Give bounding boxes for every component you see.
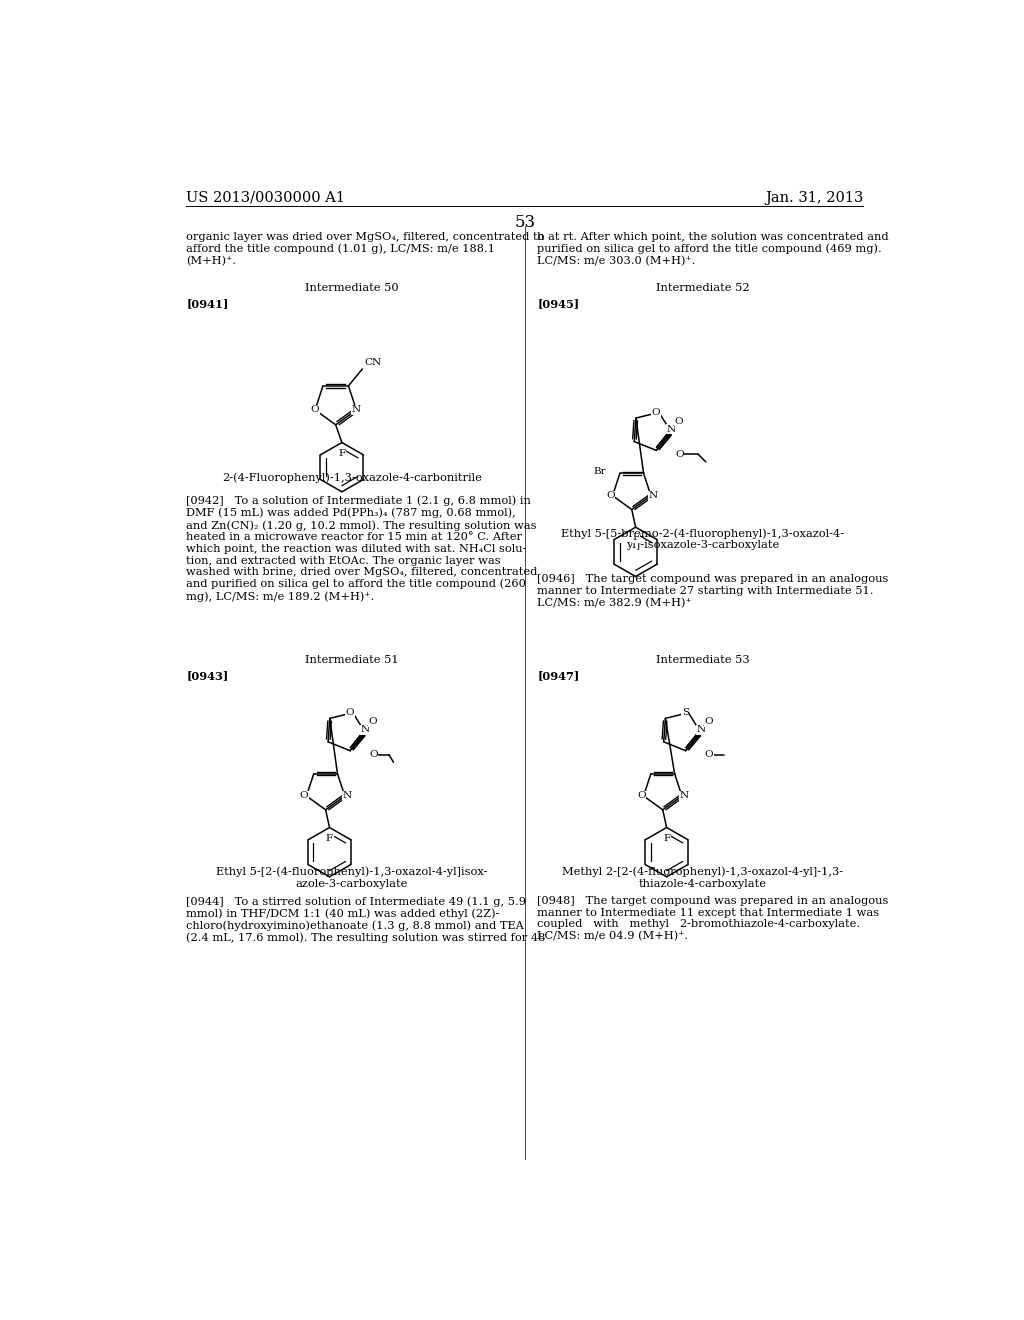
Text: CN: CN xyxy=(364,358,381,367)
Text: O: O xyxy=(369,750,378,759)
Text: Jan. 31, 2013: Jan. 31, 2013 xyxy=(765,190,863,205)
Text: Br: Br xyxy=(593,467,606,477)
Text: N: N xyxy=(352,405,360,414)
Text: Intermediate 51: Intermediate 51 xyxy=(305,655,398,665)
Text: O: O xyxy=(310,405,319,414)
Text: [0946]   The target compound was prepared in an analogous
manner to Intermediate: [0946] The target compound was prepared … xyxy=(538,574,889,607)
Text: F: F xyxy=(326,834,333,842)
Text: Intermediate 52: Intermediate 52 xyxy=(656,284,750,293)
Text: O: O xyxy=(705,717,713,726)
Text: F: F xyxy=(664,834,670,842)
Text: O: O xyxy=(606,491,614,500)
Text: [0944]   To a stirred solution of Intermediate 49 (1.1 g, 5.9
mmol) in THF/DCM 1: [0944] To a stirred solution of Intermed… xyxy=(186,896,546,944)
Text: [0943]: [0943] xyxy=(186,671,228,681)
Text: Intermediate 50: Intermediate 50 xyxy=(305,284,398,293)
Text: O: O xyxy=(651,408,660,417)
Text: Ethyl 5-[5-bromo-2-(4-fluorophenyl)-1,3-oxazol-4-
yl]-isoxazole-3-carboxylate: Ethyl 5-[5-bromo-2-(4-fluorophenyl)-1,3-… xyxy=(561,528,845,550)
Text: [0942]   To a solution of Intermediate 1 (2.1 g, 6.8 mmol) in
DMF (15 mL) was ad: [0942] To a solution of Intermediate 1 (… xyxy=(186,496,538,602)
Text: [0945]: [0945] xyxy=(538,298,580,310)
Text: F: F xyxy=(338,449,345,458)
Text: N: N xyxy=(343,792,351,800)
Text: F: F xyxy=(632,533,639,543)
Text: O: O xyxy=(300,792,308,800)
Text: N: N xyxy=(360,725,370,734)
Text: O: O xyxy=(345,709,354,717)
Text: N: N xyxy=(648,491,657,500)
Text: 53: 53 xyxy=(514,214,536,231)
Text: S: S xyxy=(682,709,689,717)
Text: Methyl 2-[2-(4-fluorophenyl)-1,3-oxazol-4-yl]-1,3-
thiazole-4-carboxylate: Methyl 2-[2-(4-fluorophenyl)-1,3-oxazol-… xyxy=(562,867,844,888)
Text: O: O xyxy=(675,417,683,426)
Text: organic layer was dried over MgSO₄, filtered, concentrated to
afford the title c: organic layer was dried over MgSO₄, filt… xyxy=(186,231,545,265)
Text: Ethyl 5-[2-(4-fluorophenyl)-1,3-oxazol-4-yl]isox-
azole-3-carboxylate: Ethyl 5-[2-(4-fluorophenyl)-1,3-oxazol-4… xyxy=(216,867,487,888)
Text: N: N xyxy=(680,792,689,800)
Text: O: O xyxy=(369,717,377,726)
Text: O: O xyxy=(637,792,645,800)
Text: [0941]: [0941] xyxy=(186,298,228,310)
Text: O: O xyxy=(705,750,714,759)
Text: N: N xyxy=(696,725,706,734)
Text: N: N xyxy=(667,425,676,434)
Text: O: O xyxy=(675,450,684,459)
Text: [0948]   The target compound was prepared in an analogous
manner to Intermediate: [0948] The target compound was prepared … xyxy=(538,896,889,941)
Text: US 2013/0030000 A1: US 2013/0030000 A1 xyxy=(186,190,345,205)
Text: Intermediate 53: Intermediate 53 xyxy=(656,655,750,665)
Text: 2-(4-Fluorophenyl)-1,3-oxazole-4-carbonitrile: 2-(4-Fluorophenyl)-1,3-oxazole-4-carboni… xyxy=(222,473,482,483)
Text: [0947]: [0947] xyxy=(538,671,580,681)
Text: h at rt. After which point, the solution was concentrated and
purified on silica: h at rt. After which point, the solution… xyxy=(538,231,889,265)
